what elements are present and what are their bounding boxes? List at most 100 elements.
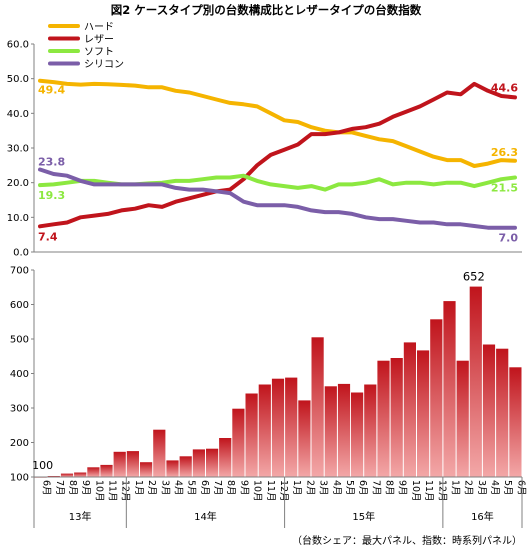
month-label: 2月	[463, 480, 474, 496]
series-start-label: 23.8	[38, 155, 65, 168]
month-label: 12月	[120, 480, 131, 502]
series-end-label: 44.6	[491, 81, 518, 94]
legend-label: レザー	[84, 34, 114, 46]
bar-4	[87, 467, 100, 477]
month-label: 9月	[80, 480, 91, 496]
month-label: 4月	[173, 480, 184, 496]
month-label: 5月	[502, 480, 513, 496]
bar-5	[100, 464, 113, 477]
bar-10	[166, 460, 179, 477]
series-end-label: 7.0	[499, 232, 519, 245]
month-label: 2月	[146, 480, 157, 496]
month-label: 10月	[410, 480, 421, 502]
month-label: 2月	[304, 480, 315, 496]
bar-15	[232, 408, 245, 477]
line-y-tick-label: 60.0	[7, 40, 29, 51]
month-label: 3月	[318, 480, 329, 496]
bar-30	[430, 319, 443, 477]
bar-27	[390, 358, 403, 477]
data-label-peak: 652	[463, 270, 485, 284]
bar-2	[60, 473, 74, 477]
month-label: 7月	[54, 480, 65, 496]
bar-8	[140, 462, 153, 477]
bar-3	[74, 472, 87, 477]
bar-21	[311, 337, 324, 477]
bar-31	[443, 301, 456, 477]
bar-13	[206, 448, 219, 477]
line-y-tick-label: 40.0	[7, 109, 29, 120]
series-line-1	[38, 81, 517, 229]
bar-28	[403, 342, 416, 477]
month-label: 6月	[515, 480, 526, 496]
month-label: 11月	[265, 480, 276, 502]
bar-26	[377, 360, 390, 477]
month-label: 6月	[199, 480, 210, 496]
series-end-label: 26.3	[491, 146, 518, 159]
series-start-label: 49.4	[38, 84, 65, 97]
month-label: 9月	[238, 480, 249, 496]
bar-29	[417, 350, 430, 477]
bar-7	[126, 451, 139, 477]
bar-6	[113, 451, 126, 477]
month-label: 7月	[212, 480, 223, 496]
month-label: 8月	[67, 480, 78, 496]
bar-25	[364, 384, 377, 477]
month-label: 8月	[225, 480, 236, 496]
month-label: 9月	[397, 480, 408, 496]
bar-17	[258, 384, 271, 477]
series-line-3	[38, 167, 517, 230]
data-label-first: 100	[32, 459, 53, 472]
bar-11	[179, 456, 192, 477]
bar-20	[298, 400, 311, 477]
month-label: 5月	[344, 480, 355, 496]
month-label: 6月	[41, 480, 52, 496]
line-y-tick-label: 10.0	[7, 213, 29, 224]
year-label: 13年	[69, 510, 92, 523]
chart-title: 図2 ケースタイプ別の台数構成比とレザータイプの台数指数	[111, 3, 422, 17]
bar-33	[469, 286, 482, 477]
series-start-label: 19.3	[38, 189, 65, 202]
month-label: 8月	[384, 480, 395, 496]
bar-36	[509, 367, 522, 477]
year-label: 16年	[471, 510, 494, 523]
bar-14	[219, 438, 232, 477]
month-label: 6月	[357, 480, 368, 496]
month-label: 10月	[93, 480, 104, 502]
month-label: 1月	[450, 480, 461, 496]
month-label: 3月	[476, 480, 487, 496]
bar-32	[456, 360, 469, 477]
bar-9	[153, 429, 166, 477]
month-label: 3月	[159, 480, 170, 496]
bar-35	[496, 348, 509, 477]
legend-label: シリコン	[84, 60, 124, 71]
bar-34	[482, 344, 496, 477]
bar-18	[271, 378, 285, 477]
bar-y-tick-label: 600	[10, 300, 29, 311]
bar-y-tick-label: 700	[10, 266, 29, 277]
series-line-0	[38, 78, 517, 168]
year-label: 15年	[352, 510, 375, 523]
line-y-tick-label: 30.0	[7, 144, 29, 155]
line-y-tick-label: 20.0	[7, 178, 29, 189]
bar-24	[351, 392, 364, 477]
month-label: 12月	[278, 480, 289, 502]
line-y-tick-label: 0.0	[13, 248, 29, 259]
bar-16	[245, 393, 258, 477]
series-start-label: 7.4	[38, 230, 58, 243]
bar-y-tick-label: 200	[10, 438, 29, 449]
bar-19	[285, 377, 298, 477]
bar-y-tick-label: 400	[10, 369, 29, 380]
bar-y-tick-label: 100	[10, 473, 29, 484]
month-label: 5月	[186, 480, 197, 496]
year-label: 14年	[194, 510, 217, 523]
bar-23	[337, 383, 351, 477]
month-label: 1月	[291, 480, 302, 496]
legend-label: ソフト	[84, 47, 114, 58]
month-label: 1月	[133, 480, 144, 496]
line-y-tick-label: 50.0	[7, 74, 29, 85]
month-label: 4月	[331, 480, 342, 496]
month-label: 7月	[370, 480, 381, 496]
bar-22	[324, 386, 337, 477]
